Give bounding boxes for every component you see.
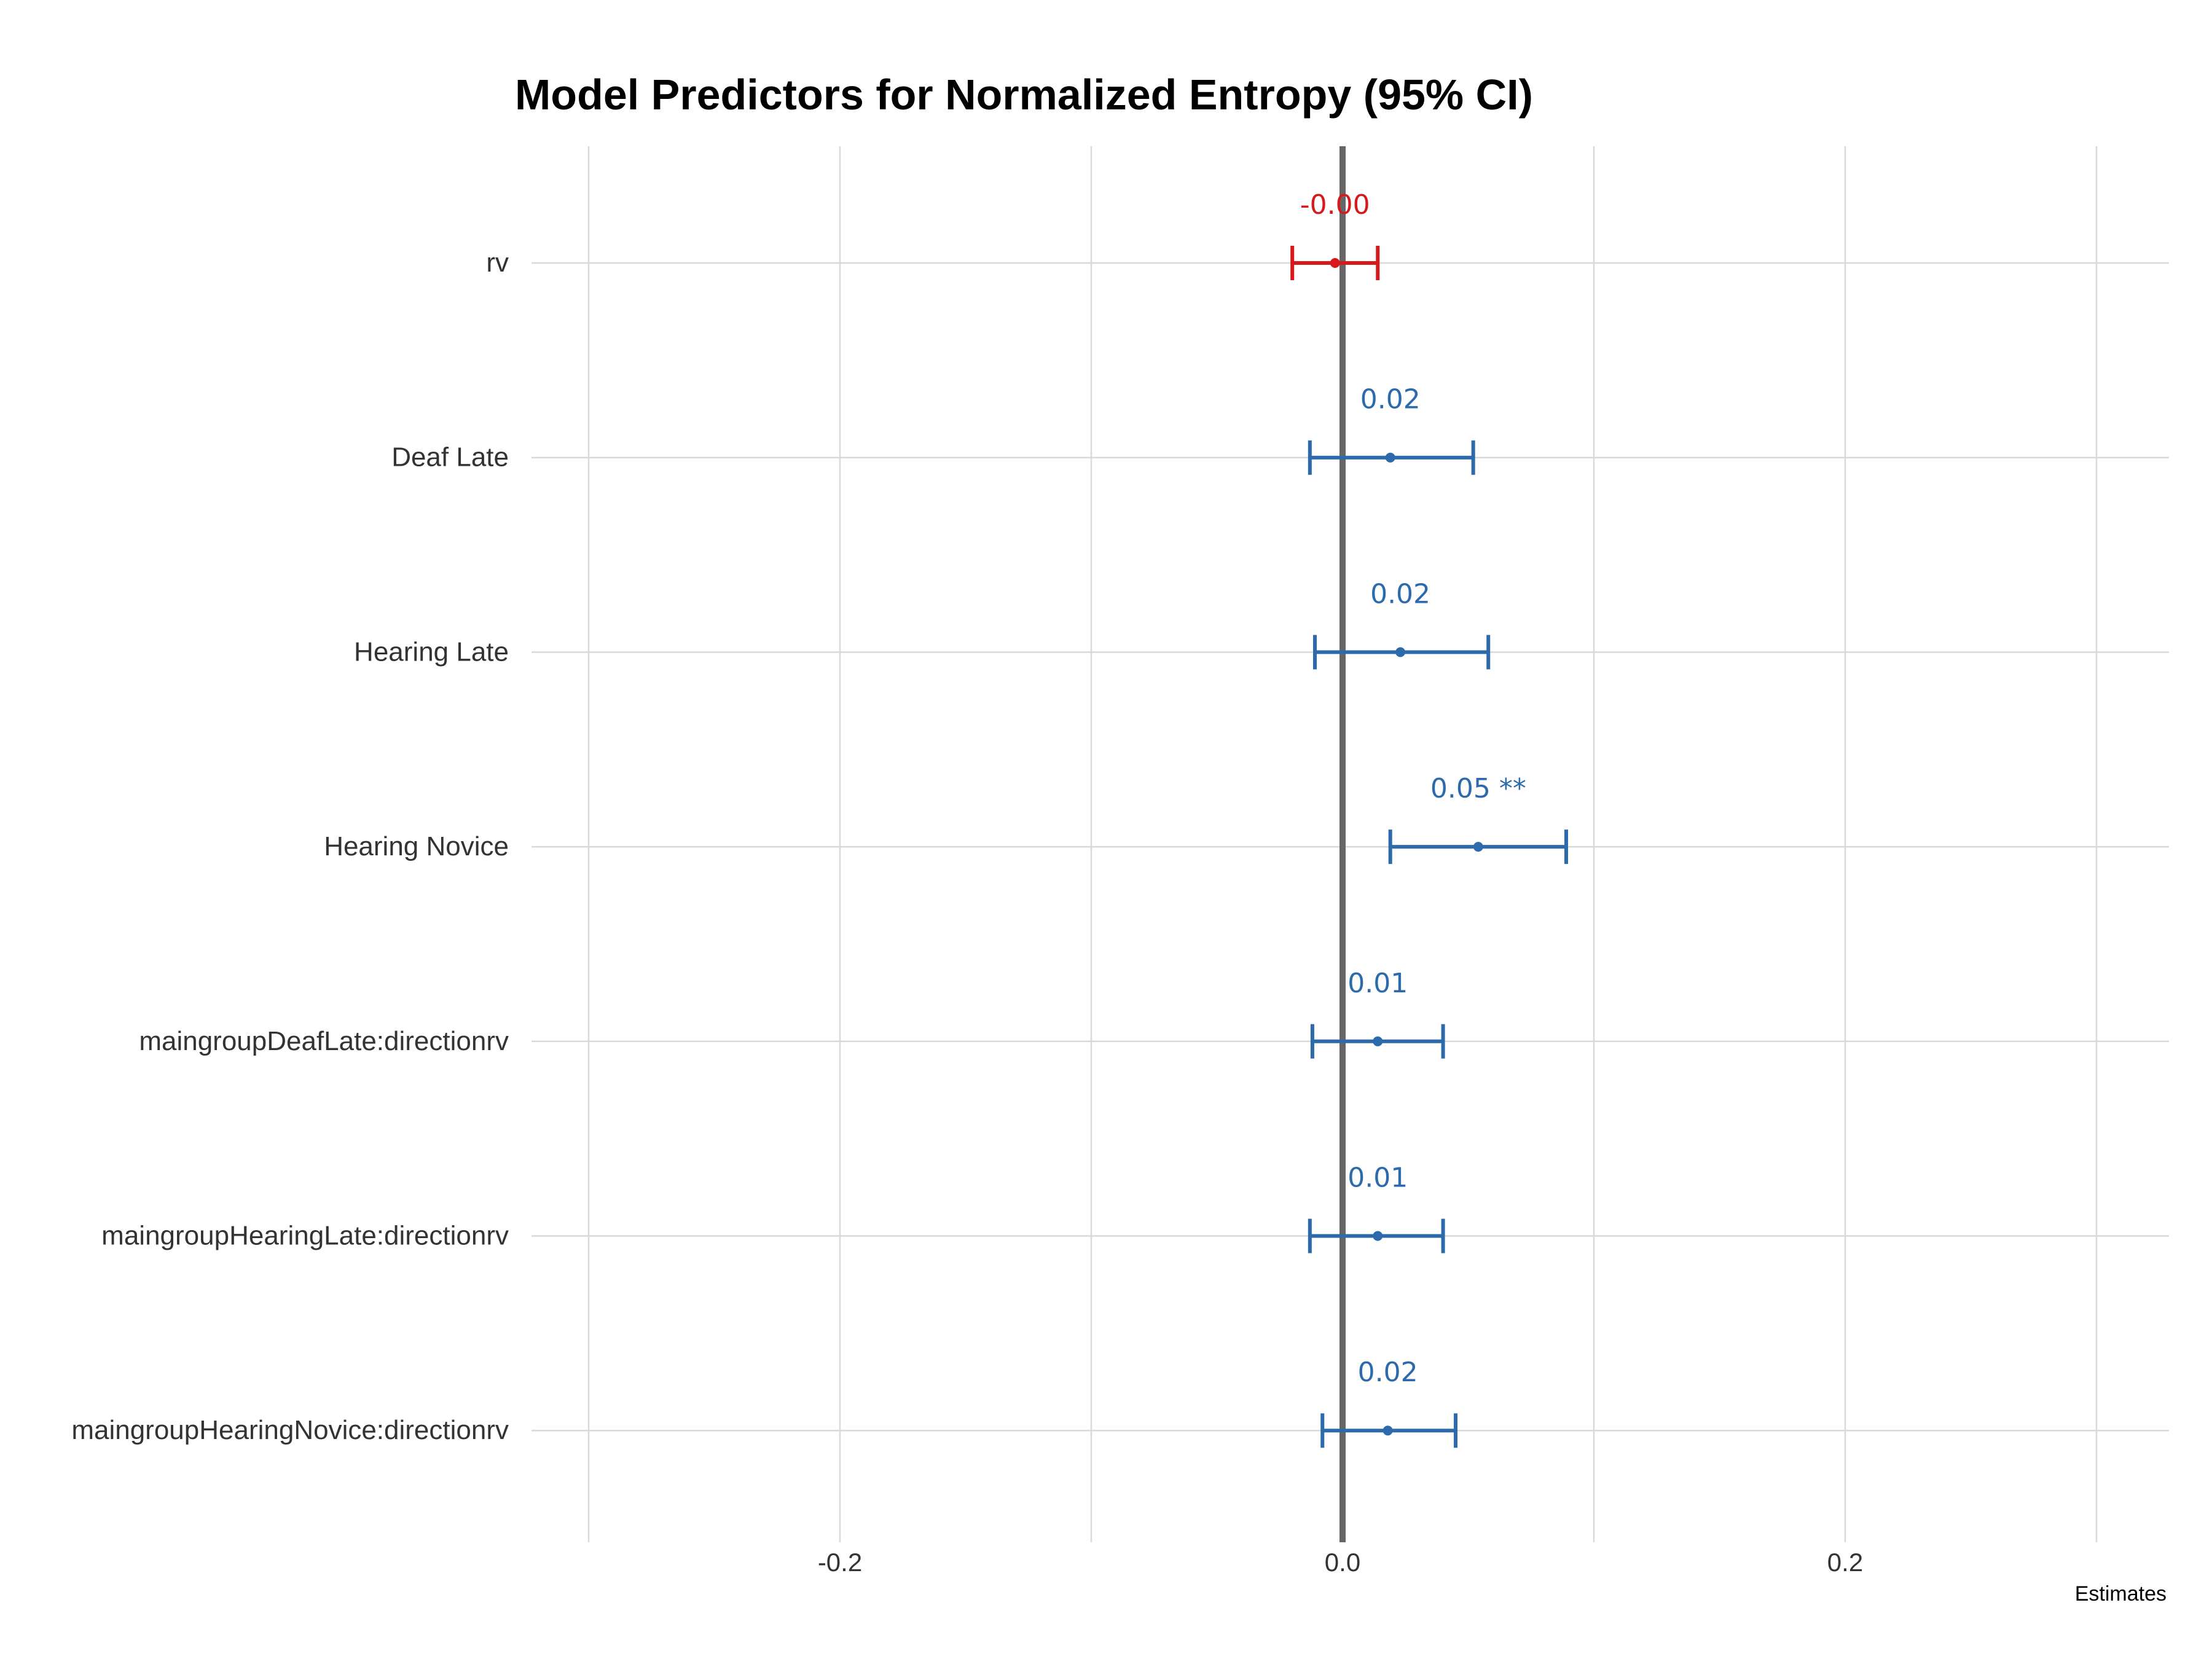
estimate-mark-1 (1308, 440, 1475, 475)
y-axis-label: Hearing Late (354, 637, 509, 667)
y-axis-label: Hearing Novice (324, 831, 509, 861)
y-axis-labels: rv Deaf Late Hearing Late Hearing Novice mai… (71, 248, 509, 1445)
estimate-point (1395, 647, 1406, 657)
y-axis-label: maingroupDeafLate:directionrv (139, 1026, 509, 1056)
x-tick-label: 0.0 (1325, 1548, 1360, 1577)
estimate-mark-3 (1388, 830, 1569, 865)
x-tick-label: -0.2 (818, 1548, 862, 1577)
estimate-value-label: 0.05 ** (1430, 773, 1526, 804)
y-axis-label: rv (486, 248, 509, 278)
estimate-point (1373, 1036, 1383, 1046)
estimate-value-label: 0.01 (1347, 968, 1408, 999)
x-tick-label: 0.2 (1827, 1548, 1863, 1577)
estimate-point (1373, 1231, 1383, 1241)
x-axis-tick-labels: -0.2 0.0 0.2 (818, 1548, 1863, 1577)
estimate-value-label: 0.01 (1347, 1163, 1408, 1194)
y-axis-label: Deaf Late (391, 442, 509, 473)
estimate-value-label: -0.00 (1300, 189, 1370, 221)
estimate-mark-5 (1308, 1218, 1445, 1253)
chart-title: Model Predictors for Normalized Entropy … (515, 71, 1533, 119)
y-axis-label: maingroupHearingNovice:directionrv (71, 1415, 509, 1445)
y-axis-label: maingroupHearingLate:directionrv (101, 1221, 509, 1251)
vertical-gridlines (587, 146, 2098, 1542)
estimate-value-label: 0.02 (1358, 1357, 1418, 1388)
estimate-point (1382, 1426, 1393, 1436)
estimate-mark-0 (1290, 246, 1380, 280)
estimate-marks (1290, 246, 1569, 1448)
estimate-mark-2 (1313, 635, 1491, 670)
estimate-mark-4 (1310, 1024, 1445, 1059)
estimate-value-labels: -0.00 0.02 0.02 0.05 ** 0.01 0.01 0.02 (1300, 189, 1526, 1388)
estimate-value-label: 0.02 (1360, 384, 1421, 415)
estimate-point (1330, 258, 1340, 268)
estimate-point (1473, 842, 1483, 852)
estimate-mark-6 (1320, 1413, 1458, 1448)
estimate-value-label: 0.02 (1370, 578, 1430, 610)
estimate-point (1385, 452, 1395, 463)
x-axis-title: Estimates (2075, 1582, 2167, 1606)
